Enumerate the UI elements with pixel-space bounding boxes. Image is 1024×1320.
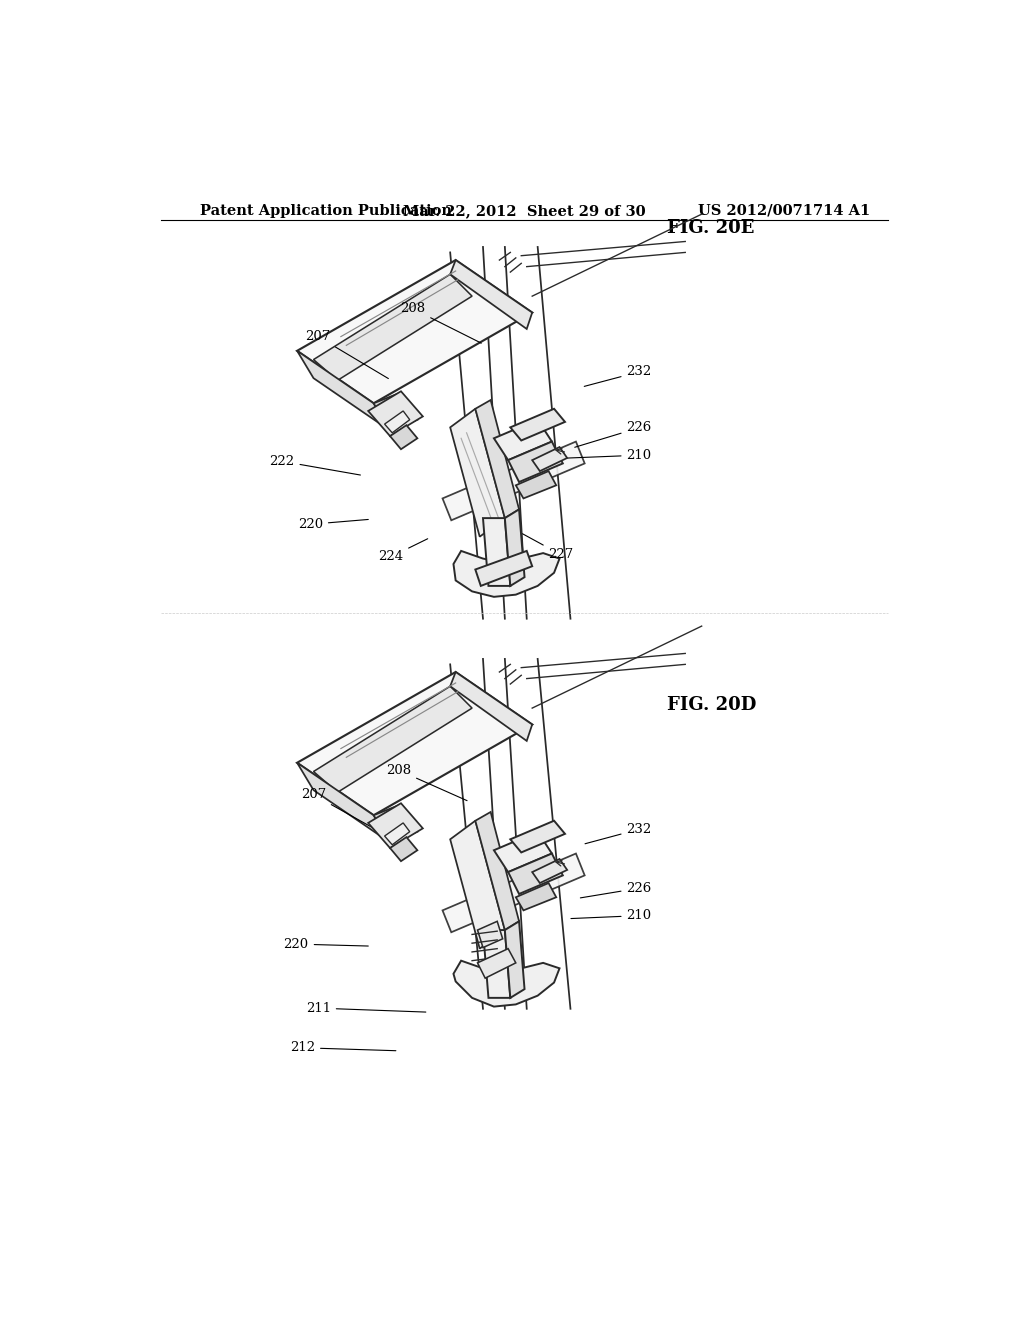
Text: Mar. 22, 2012  Sheet 29 of 30: Mar. 22, 2012 Sheet 29 of 30	[403, 203, 646, 218]
Polygon shape	[510, 821, 565, 853]
Polygon shape	[475, 550, 532, 586]
Polygon shape	[297, 260, 532, 404]
Text: 207: 207	[305, 330, 388, 379]
Polygon shape	[505, 921, 524, 998]
Text: 220: 220	[284, 937, 369, 950]
Polygon shape	[516, 471, 556, 499]
Polygon shape	[313, 275, 472, 380]
Polygon shape	[369, 391, 423, 436]
Text: 210: 210	[571, 909, 651, 923]
Polygon shape	[369, 804, 423, 847]
Text: 224: 224	[378, 539, 428, 564]
Polygon shape	[390, 425, 418, 449]
Polygon shape	[483, 931, 510, 998]
Polygon shape	[297, 672, 532, 816]
Polygon shape	[475, 812, 519, 931]
Text: 226: 226	[574, 421, 651, 447]
Polygon shape	[451, 260, 532, 329]
Polygon shape	[451, 672, 532, 741]
Polygon shape	[454, 961, 559, 1007]
Polygon shape	[477, 949, 516, 978]
Polygon shape	[505, 510, 524, 586]
Polygon shape	[508, 442, 563, 482]
Text: 220: 220	[298, 517, 369, 531]
Text: FIG. 20E: FIG. 20E	[667, 219, 754, 236]
Text: FIG. 20D: FIG. 20D	[667, 696, 756, 714]
Polygon shape	[390, 837, 418, 861]
Polygon shape	[532, 447, 567, 471]
Polygon shape	[297, 351, 390, 430]
Text: 207: 207	[301, 788, 382, 833]
Polygon shape	[532, 859, 567, 883]
Polygon shape	[477, 921, 503, 948]
Polygon shape	[374, 804, 418, 842]
Polygon shape	[451, 409, 505, 537]
Polygon shape	[494, 832, 552, 873]
Text: 212: 212	[290, 1041, 396, 1055]
Polygon shape	[385, 411, 410, 433]
Polygon shape	[483, 519, 510, 586]
Text: 232: 232	[585, 822, 651, 843]
Polygon shape	[510, 409, 565, 441]
Text: 210: 210	[565, 449, 651, 462]
Polygon shape	[508, 854, 563, 894]
Polygon shape	[297, 763, 390, 842]
Text: 227: 227	[522, 533, 573, 561]
Polygon shape	[516, 883, 556, 911]
Polygon shape	[442, 854, 585, 932]
Polygon shape	[385, 822, 410, 845]
Text: 208: 208	[386, 764, 467, 801]
Polygon shape	[475, 400, 519, 519]
Polygon shape	[442, 442, 585, 520]
Text: 226: 226	[581, 882, 651, 898]
Text: 211: 211	[305, 1002, 426, 1015]
Text: 222: 222	[269, 455, 360, 475]
Polygon shape	[494, 420, 552, 461]
Polygon shape	[454, 550, 559, 597]
Text: 232: 232	[585, 366, 651, 387]
Text: 208: 208	[400, 302, 481, 343]
Text: US 2012/0071714 A1: US 2012/0071714 A1	[697, 203, 869, 218]
Polygon shape	[451, 821, 505, 949]
Polygon shape	[313, 686, 472, 792]
Polygon shape	[374, 392, 418, 430]
Text: Patent Application Publication: Patent Application Publication	[200, 203, 452, 218]
